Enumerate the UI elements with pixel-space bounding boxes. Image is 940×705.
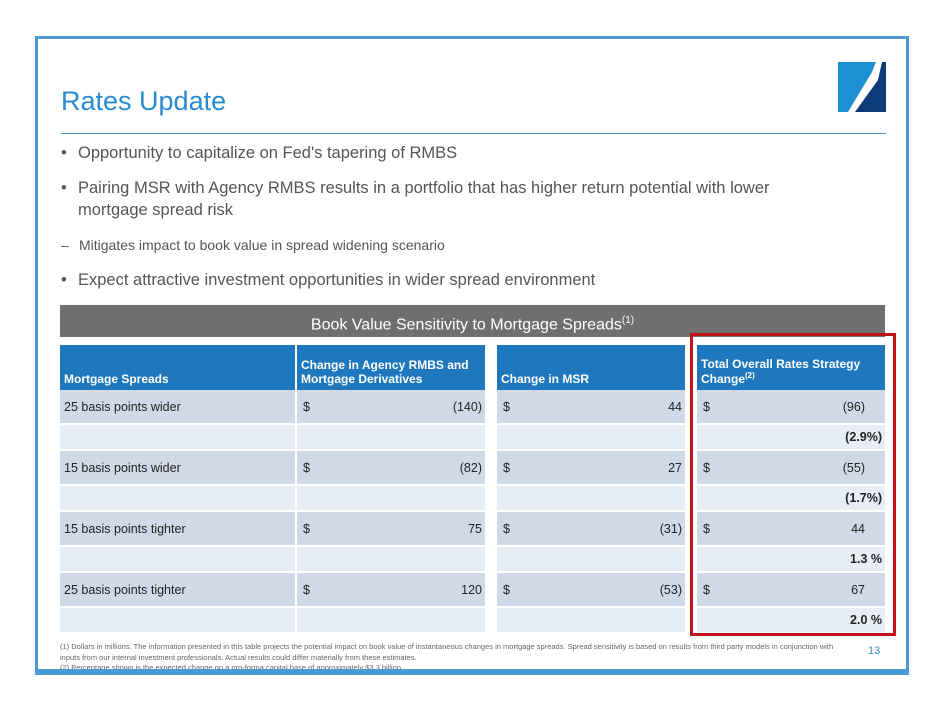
header-msr: Change in MSR	[497, 345, 685, 390]
msr-value: $44	[497, 390, 685, 423]
table-banner: Book Value Sensitivity to Mortgage Sprea…	[60, 305, 885, 337]
percent-change: 1.3 %	[697, 547, 885, 571]
bullet: • Pairing MSR with Agency RMBS results in…	[61, 179, 770, 219]
percent-change: 2.0 %	[697, 608, 885, 632]
total-value: $ (96)	[697, 390, 885, 423]
percent-row: (2.9%)	[60, 425, 885, 449]
msr-value: $ (31)	[497, 512, 685, 545]
row-label: 25 basis points wider	[60, 390, 295, 423]
rmbs-value: $ (140)	[297, 390, 485, 423]
header-rmbs: Change in Agency RMBS and Mortgage Deriv…	[297, 345, 485, 390]
table-row: 15 basis points wider $ (82) $27 $ (55)	[60, 451, 885, 484]
row-label: 25 basis points tighter	[60, 573, 295, 606]
page-number: 13	[868, 645, 881, 657]
bullet: • Expect attractive investment opportunit…	[61, 271, 596, 289]
table-row: 25 basis points wider $ (140) $44 $ (96)	[60, 390, 885, 423]
percent-change: (2.9%)	[697, 425, 885, 449]
header-mortgage-spreads: Mortgage Spreads	[60, 345, 295, 390]
percent-row: (1.7%)	[60, 486, 885, 510]
title-divider	[61, 133, 886, 134]
header-total: Total Overall Rates Strategy Change(2)	[697, 345, 885, 390]
sub-bullet: – Mitigates impact to book value in sprea…	[61, 237, 445, 253]
slide-frame	[35, 36, 909, 675]
rmbs-value: $120	[297, 573, 485, 606]
highlight-box	[690, 333, 896, 636]
row-label: 15 basis points tighter	[60, 512, 295, 545]
msr-value: $ (53)	[497, 573, 685, 606]
row-label: 15 basis points wider	[60, 451, 295, 484]
bullet: • Opportunity to capitalize on Fed's tape…	[61, 144, 458, 162]
slide-title: Rates Update	[61, 86, 227, 116]
total-value: $44	[697, 512, 885, 545]
table-row: 15 basis points tighter $75 $ (31) $44	[60, 512, 885, 545]
company-logo-icon	[838, 62, 886, 112]
total-value: $ (55)	[697, 451, 885, 484]
total-value: $67	[697, 573, 885, 606]
percent-row: 2.0 %	[60, 608, 885, 632]
bottom-rule	[35, 669, 909, 672]
footnotes: (1) Dollars in millions. The information…	[60, 642, 834, 672]
table-header: Mortgage Spreads Change in Agency RMBS a…	[60, 345, 885, 390]
rmbs-value: $75	[297, 512, 485, 545]
percent-row: 1.3 %	[60, 547, 885, 571]
rmbs-value: $ (82)	[297, 451, 485, 484]
msr-value: $27	[497, 451, 685, 484]
table-row: 25 basis points tighter $120 $ (53) $67	[60, 573, 885, 606]
percent-change: (1.7%)	[697, 486, 885, 510]
